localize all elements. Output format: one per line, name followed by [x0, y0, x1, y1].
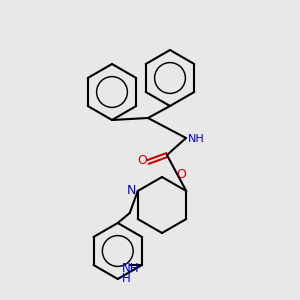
Text: NH: NH — [188, 134, 205, 144]
Text: NH: NH — [122, 262, 140, 275]
Text: O: O — [176, 167, 186, 181]
Text: H: H — [122, 272, 131, 284]
Text: N: N — [127, 184, 136, 196]
Text: O: O — [137, 154, 147, 167]
